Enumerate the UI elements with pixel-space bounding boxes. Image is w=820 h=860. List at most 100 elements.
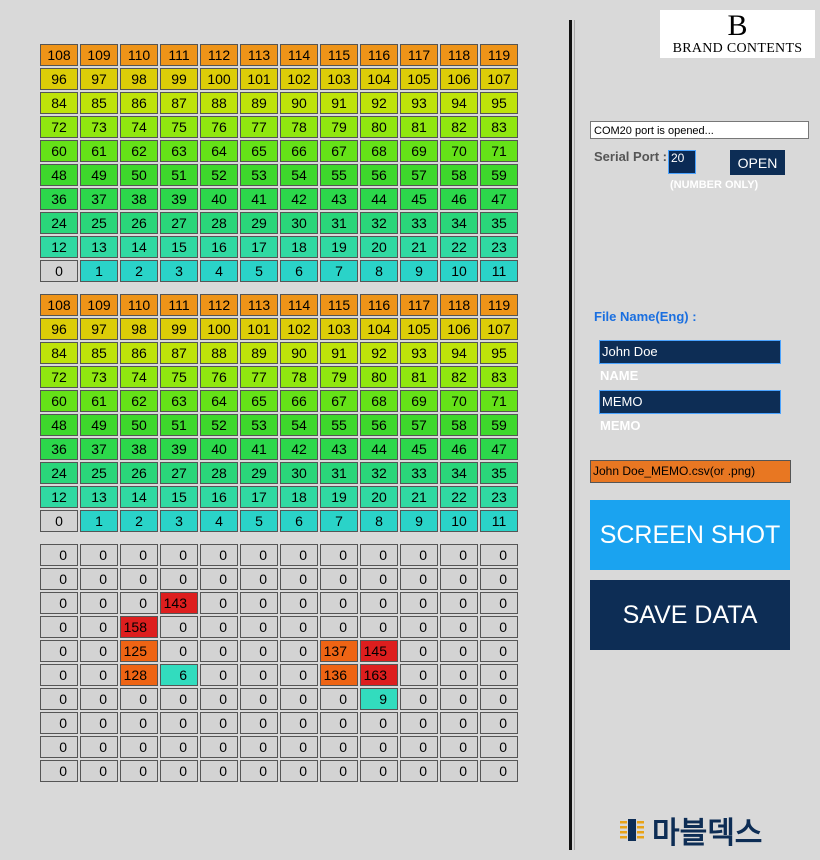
memo-input[interactable]: MEMO	[599, 390, 781, 414]
legend-cell: 87	[160, 342, 198, 364]
legend-cell: 16	[200, 236, 238, 258]
legend-cell: 89	[240, 92, 278, 114]
legend-cell: 101	[240, 318, 278, 340]
sensor-cell: 0	[120, 688, 158, 710]
legend-cell: 75	[160, 366, 198, 388]
legend-cell: 52	[200, 414, 238, 436]
legend-cell: 25	[80, 212, 118, 234]
serial-port-input[interactable]: 20	[668, 150, 696, 174]
sensor-cell: 0	[320, 736, 358, 758]
sensor-cell: 0	[120, 592, 158, 614]
brand-name: 마블덱스	[652, 816, 763, 851]
sensor-cell: 0	[160, 688, 198, 710]
name-input[interactable]: John Doe	[599, 340, 781, 364]
legend-cell: 90	[280, 342, 318, 364]
legend-cell: 85	[80, 342, 118, 364]
legend-cell: 73	[80, 116, 118, 138]
legend-cell: 64	[200, 140, 238, 162]
legend-cell: 49	[80, 414, 118, 436]
divider-line	[569, 20, 572, 850]
legend-cell: 80	[360, 366, 398, 388]
sensor-cell: 0	[160, 712, 198, 734]
legend-cell: 2	[120, 510, 158, 532]
legend-cell: 84	[40, 342, 78, 364]
legend-cell: 58	[440, 414, 478, 436]
legend-cell: 11	[480, 510, 518, 532]
legend-cell: 65	[240, 390, 278, 412]
legend-cell: 40	[200, 438, 238, 460]
legend-cell: 3	[160, 510, 198, 532]
file-name-label: File Name(Eng) :	[594, 309, 697, 324]
sensor-cell: 125	[120, 640, 158, 662]
legend-cell: 38	[120, 438, 158, 460]
sensor-cell: 0	[360, 712, 398, 734]
legend-cell: 98	[120, 318, 158, 340]
sensor-cell: 0	[240, 736, 278, 758]
legend-cell: 77	[240, 116, 278, 138]
legend-cell: 82	[440, 366, 478, 388]
save-data-button[interactable]: SAVE DATA	[590, 580, 790, 650]
sensor-cell: 0	[320, 688, 358, 710]
sensor-cell: 0	[360, 616, 398, 638]
sensor-cell: 0	[80, 664, 118, 686]
legend-cell: 28	[200, 462, 238, 484]
legend-cell: 17	[240, 486, 278, 508]
legend-cell: 14	[120, 236, 158, 258]
legend-cell: 21	[400, 486, 438, 508]
legend-cell: 20	[360, 486, 398, 508]
legend-cell: 93	[400, 342, 438, 364]
legend-cell: 71	[480, 140, 518, 162]
legend-cell: 100	[200, 318, 238, 340]
legend-cell: 74	[120, 366, 158, 388]
sensor-cell: 0	[480, 712, 518, 734]
legend-cell: 52	[200, 164, 238, 186]
open-button[interactable]: OPEN	[730, 150, 785, 175]
sensor-cell: 0	[200, 592, 238, 614]
legend-cell: 108	[40, 44, 78, 66]
sensor-cell: 0	[440, 640, 478, 662]
legend-grid-top: 108 109 110 111 112 113 114 115 116 117 118 119 96 97…	[40, 44, 518, 282]
legend-cell: 50	[120, 414, 158, 436]
legend-cell: 24	[40, 462, 78, 484]
legend-cell: 97	[80, 318, 118, 340]
legend-cell: 81	[400, 366, 438, 388]
legend-cell: 22	[440, 236, 478, 258]
sensor-cell: 0	[40, 616, 78, 638]
legend-cell: 68	[360, 140, 398, 162]
legend-cell: 73	[80, 366, 118, 388]
legend-cell: 66	[280, 140, 318, 162]
legend-cell: 29	[240, 212, 278, 234]
legend-cell: 10	[440, 260, 478, 282]
legend-cell: 37	[80, 438, 118, 460]
legend-cell: 43	[320, 438, 358, 460]
legend-cell: 28	[200, 212, 238, 234]
sensor-cell: 0	[40, 640, 78, 662]
legend-cell: 62	[120, 140, 158, 162]
legend-cell: 30	[280, 212, 318, 234]
legend-cell: 113	[240, 44, 278, 66]
serial-port-label: Serial Port :	[594, 149, 667, 164]
legend-cell: 11	[480, 260, 518, 282]
legend-cell: 118	[440, 44, 478, 66]
sensor-cell: 0	[400, 736, 438, 758]
legend-cell: 50	[120, 164, 158, 186]
screenshot-button[interactable]: SCREEN SHOT	[590, 500, 790, 570]
sensor-cell: 0	[160, 568, 198, 590]
sensor-cell: 0	[480, 544, 518, 566]
legend-cell: 79	[320, 366, 358, 388]
legend-cell: 5	[240, 260, 278, 282]
legend-cell: 60	[40, 390, 78, 412]
legend-cell: 111	[160, 294, 198, 316]
sensor-cell: 0	[40, 760, 78, 782]
legend-cell: 103	[320, 68, 358, 90]
legend-cell: 39	[160, 438, 198, 460]
legend-cell: 44	[360, 438, 398, 460]
legend-cell: 4	[200, 260, 238, 282]
legend-cell: 46	[440, 438, 478, 460]
legend-cell: 113	[240, 294, 278, 316]
legend-cell: 100	[200, 68, 238, 90]
legend-cell: 0	[40, 510, 78, 532]
sensor-cell: 0	[360, 544, 398, 566]
legend-cell: 109	[80, 44, 118, 66]
legend-cell: 105	[400, 68, 438, 90]
